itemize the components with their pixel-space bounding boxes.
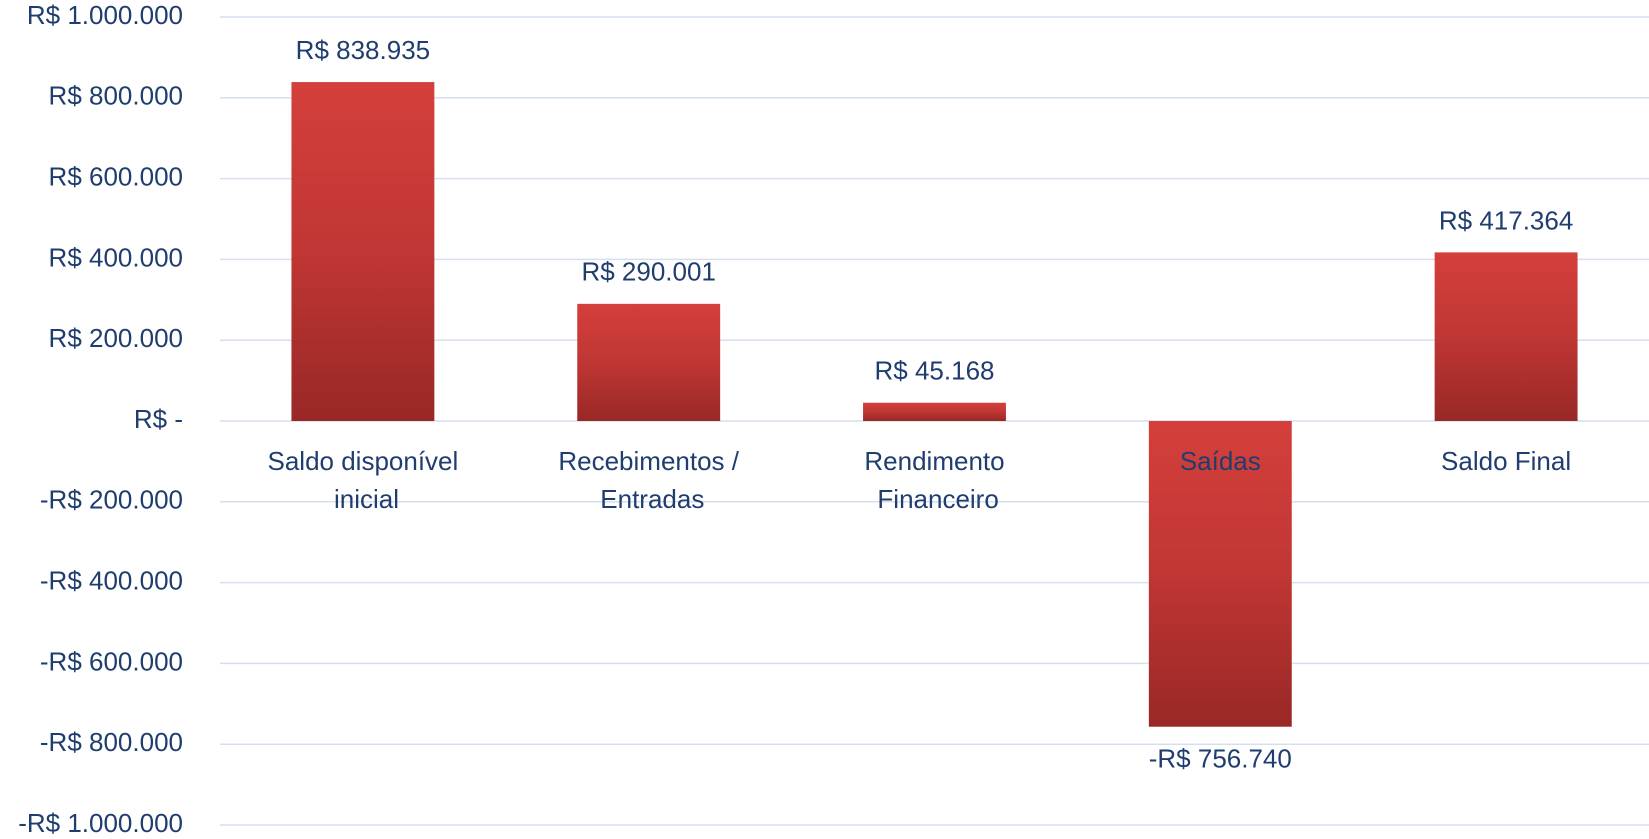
bar: [863, 402, 1006, 421]
y-tick-label: R$ 200.000: [49, 323, 183, 353]
y-tick-label: -R$ 1.000.000: [18, 808, 183, 838]
y-tick-label: R$ 400.000: [49, 242, 183, 272]
bar: [291, 82, 435, 422]
data-label: R$ 290.001: [581, 257, 715, 287]
y-tick-label: -R$ 200.000: [40, 485, 183, 515]
data-label: R$ 838.935: [296, 35, 430, 65]
data-label: -R$ 756.740: [1149, 744, 1292, 774]
y-tick-label: -R$ 800.000: [40, 727, 183, 757]
y-tick-label: R$ 800.000: [49, 81, 183, 111]
y-tick-label: -R$ 400.000: [40, 565, 183, 595]
x-tick-label: Rendimento Financeiro: [864, 446, 1004, 514]
y-tick-label: R$ 600.000: [49, 161, 183, 191]
data-label: R$ 45.168: [875, 356, 995, 386]
bar: [577, 303, 721, 421]
bar: [1148, 421, 1292, 727]
y-tick-label: -R$ 600.000: [40, 646, 183, 676]
data-label: R$ 417.364: [1439, 205, 1573, 235]
x-tick-label: Recebimentos / Entradas: [558, 446, 739, 514]
y-tick-label: R$ -: [134, 404, 183, 434]
x-tick-label: Saldo Final: [1441, 446, 1571, 476]
x-tick-label: Saídas: [1180, 446, 1261, 476]
x-tick-label: Saldo disponível inicial: [267, 446, 458, 514]
bar: [1434, 252, 1578, 421]
y-tick-label: R$ 1.000.000: [27, 0, 183, 30]
